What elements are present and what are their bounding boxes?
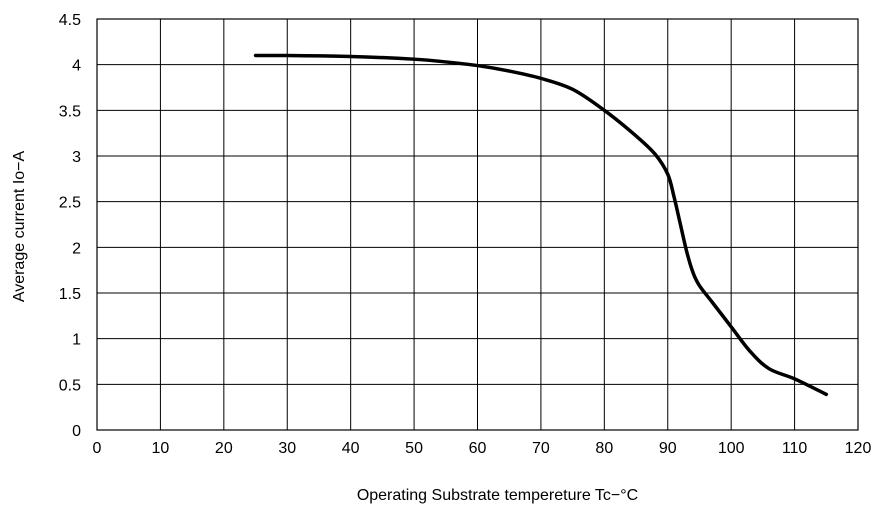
x-tick-label: 110: [782, 440, 808, 457]
y-tick-label: 2: [72, 240, 81, 257]
y-tick-label: 0.5: [59, 377, 81, 394]
x-tick-label: 10: [152, 440, 170, 457]
y-tick-label: 4.5: [59, 12, 81, 29]
x-tick-label: 100: [718, 440, 745, 457]
y-tick-label: 2.5: [59, 195, 81, 212]
plot-frame: [96, 18, 859, 431]
x-tick-label: 20: [215, 440, 233, 457]
x-tick-label: 30: [278, 440, 296, 457]
x-tick-label: 80: [595, 440, 613, 457]
x-tick-label: 0: [93, 440, 102, 457]
x-tick-label: 40: [342, 440, 360, 457]
y-tick-label: 3: [72, 149, 81, 166]
series-layer: [253, 53, 829, 397]
x-axis-title: Operating Substrate tempereture Tc−°C: [357, 487, 638, 504]
x-tick-label: 60: [469, 440, 487, 457]
y-axis-ticks: 0 0.5 1 1.5 2 2.5 3 3.5 4 4.5: [59, 12, 81, 440]
series-line: [253, 53, 829, 397]
y-tick-label: 1: [72, 332, 81, 349]
x-axis-ticks: 0 10 20 30 40 50 60 70 80 90 100 110 120: [93, 440, 872, 457]
y-tick-label: 4: [72, 58, 81, 75]
x-tick-label: 120: [845, 440, 872, 457]
y-tick-label: 1.5: [59, 286, 81, 303]
x-tick-label: 90: [659, 440, 677, 457]
y-axis-title: Average current Io−A: [11, 151, 28, 303]
x-tick-label: 50: [405, 440, 423, 457]
y-tick-label: 3.5: [59, 103, 81, 120]
y-tick-label: 0: [72, 423, 81, 440]
grid: [97, 19, 858, 430]
x-tick-label: 70: [532, 440, 550, 457]
